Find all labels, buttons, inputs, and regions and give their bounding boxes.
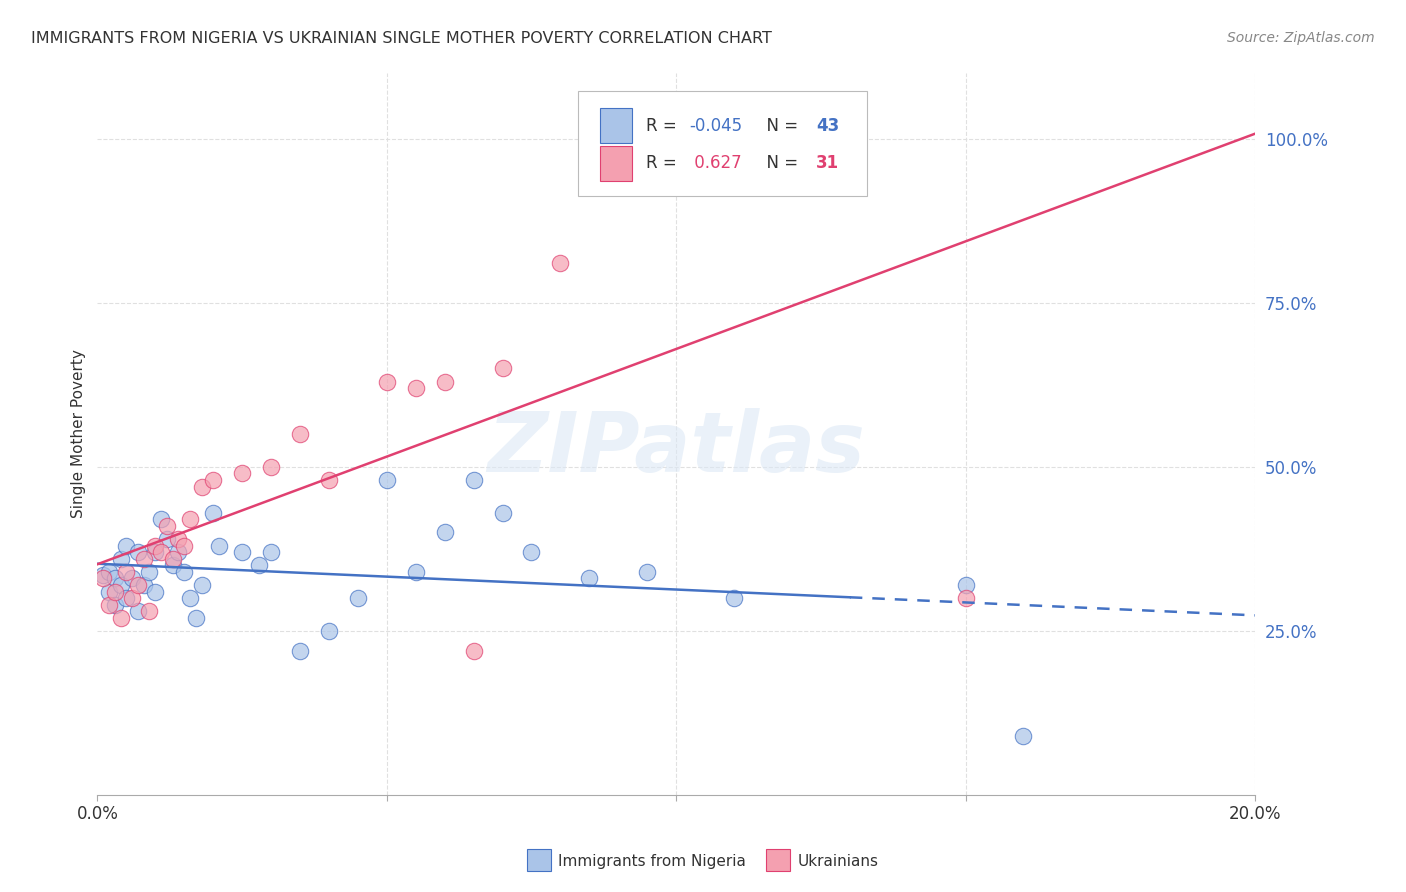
Point xyxy=(138,604,160,618)
Text: Ukrainians: Ukrainians xyxy=(797,855,879,869)
Point xyxy=(260,459,283,474)
Point xyxy=(463,643,485,657)
Text: 31: 31 xyxy=(817,154,839,172)
Point xyxy=(91,568,114,582)
Point xyxy=(202,506,225,520)
Point xyxy=(156,519,179,533)
Point xyxy=(665,131,688,145)
Point xyxy=(138,565,160,579)
Point xyxy=(110,611,132,625)
Point xyxy=(162,558,184,573)
Point xyxy=(433,375,456,389)
Point xyxy=(167,545,190,559)
Point xyxy=(375,375,398,389)
Point xyxy=(405,381,427,395)
Point xyxy=(520,545,543,559)
Point xyxy=(121,571,143,585)
Point xyxy=(127,545,149,559)
Point xyxy=(132,578,155,592)
Point xyxy=(752,131,775,145)
Point xyxy=(97,584,120,599)
Point xyxy=(143,584,166,599)
Point xyxy=(190,479,212,493)
Point xyxy=(110,551,132,566)
Point xyxy=(636,565,658,579)
Point xyxy=(208,539,231,553)
Point xyxy=(143,545,166,559)
Point xyxy=(104,571,127,585)
Point xyxy=(318,624,340,638)
Point xyxy=(132,551,155,566)
Point xyxy=(578,571,600,585)
Text: Source: ZipAtlas.com: Source: ZipAtlas.com xyxy=(1227,31,1375,45)
Point xyxy=(491,506,513,520)
Point xyxy=(127,604,149,618)
Point xyxy=(1012,729,1035,743)
Point xyxy=(121,591,143,606)
Point xyxy=(179,591,201,606)
Point xyxy=(202,473,225,487)
Point xyxy=(491,361,513,376)
Text: ZIPatlas: ZIPatlas xyxy=(488,408,865,489)
Point xyxy=(104,598,127,612)
Text: -0.045: -0.045 xyxy=(689,117,742,135)
Point xyxy=(127,578,149,592)
Point xyxy=(143,539,166,553)
Point xyxy=(110,578,132,592)
Point xyxy=(173,539,195,553)
Point xyxy=(156,532,179,546)
Point xyxy=(115,591,138,606)
Point xyxy=(288,427,311,442)
Text: R =: R = xyxy=(647,117,682,135)
Point xyxy=(167,532,190,546)
Bar xyxy=(600,146,633,180)
Point xyxy=(162,551,184,566)
Point xyxy=(231,467,253,481)
Point xyxy=(104,584,127,599)
Point xyxy=(288,643,311,657)
Point xyxy=(231,545,253,559)
Point xyxy=(190,578,212,592)
Point xyxy=(405,565,427,579)
Point xyxy=(260,545,283,559)
Point xyxy=(463,473,485,487)
Point xyxy=(184,611,207,625)
FancyBboxPatch shape xyxy=(578,91,868,195)
Text: IMMIGRANTS FROM NIGERIA VS UKRAINIAN SINGLE MOTHER POVERTY CORRELATION CHART: IMMIGRANTS FROM NIGERIA VS UKRAINIAN SIN… xyxy=(31,31,772,46)
Point xyxy=(173,565,195,579)
Point xyxy=(115,565,138,579)
Point xyxy=(97,598,120,612)
Point xyxy=(179,512,201,526)
Text: Immigrants from Nigeria: Immigrants from Nigeria xyxy=(558,855,747,869)
Point xyxy=(346,591,368,606)
Point xyxy=(723,591,745,606)
Text: 43: 43 xyxy=(817,117,839,135)
Point xyxy=(955,591,977,606)
Point xyxy=(91,571,114,585)
Text: N =: N = xyxy=(756,117,803,135)
Point xyxy=(433,525,456,540)
Text: R =: R = xyxy=(647,154,682,172)
Point xyxy=(150,545,173,559)
Point xyxy=(115,539,138,553)
Point xyxy=(550,256,572,270)
Point xyxy=(375,473,398,487)
Point xyxy=(249,558,271,573)
Point xyxy=(150,512,173,526)
Bar xyxy=(600,108,633,143)
Point xyxy=(318,473,340,487)
Text: N =: N = xyxy=(756,154,803,172)
Point xyxy=(97,565,120,579)
Point xyxy=(955,578,977,592)
Y-axis label: Single Mother Poverty: Single Mother Poverty xyxy=(72,350,86,518)
Text: 0.627: 0.627 xyxy=(689,154,741,172)
